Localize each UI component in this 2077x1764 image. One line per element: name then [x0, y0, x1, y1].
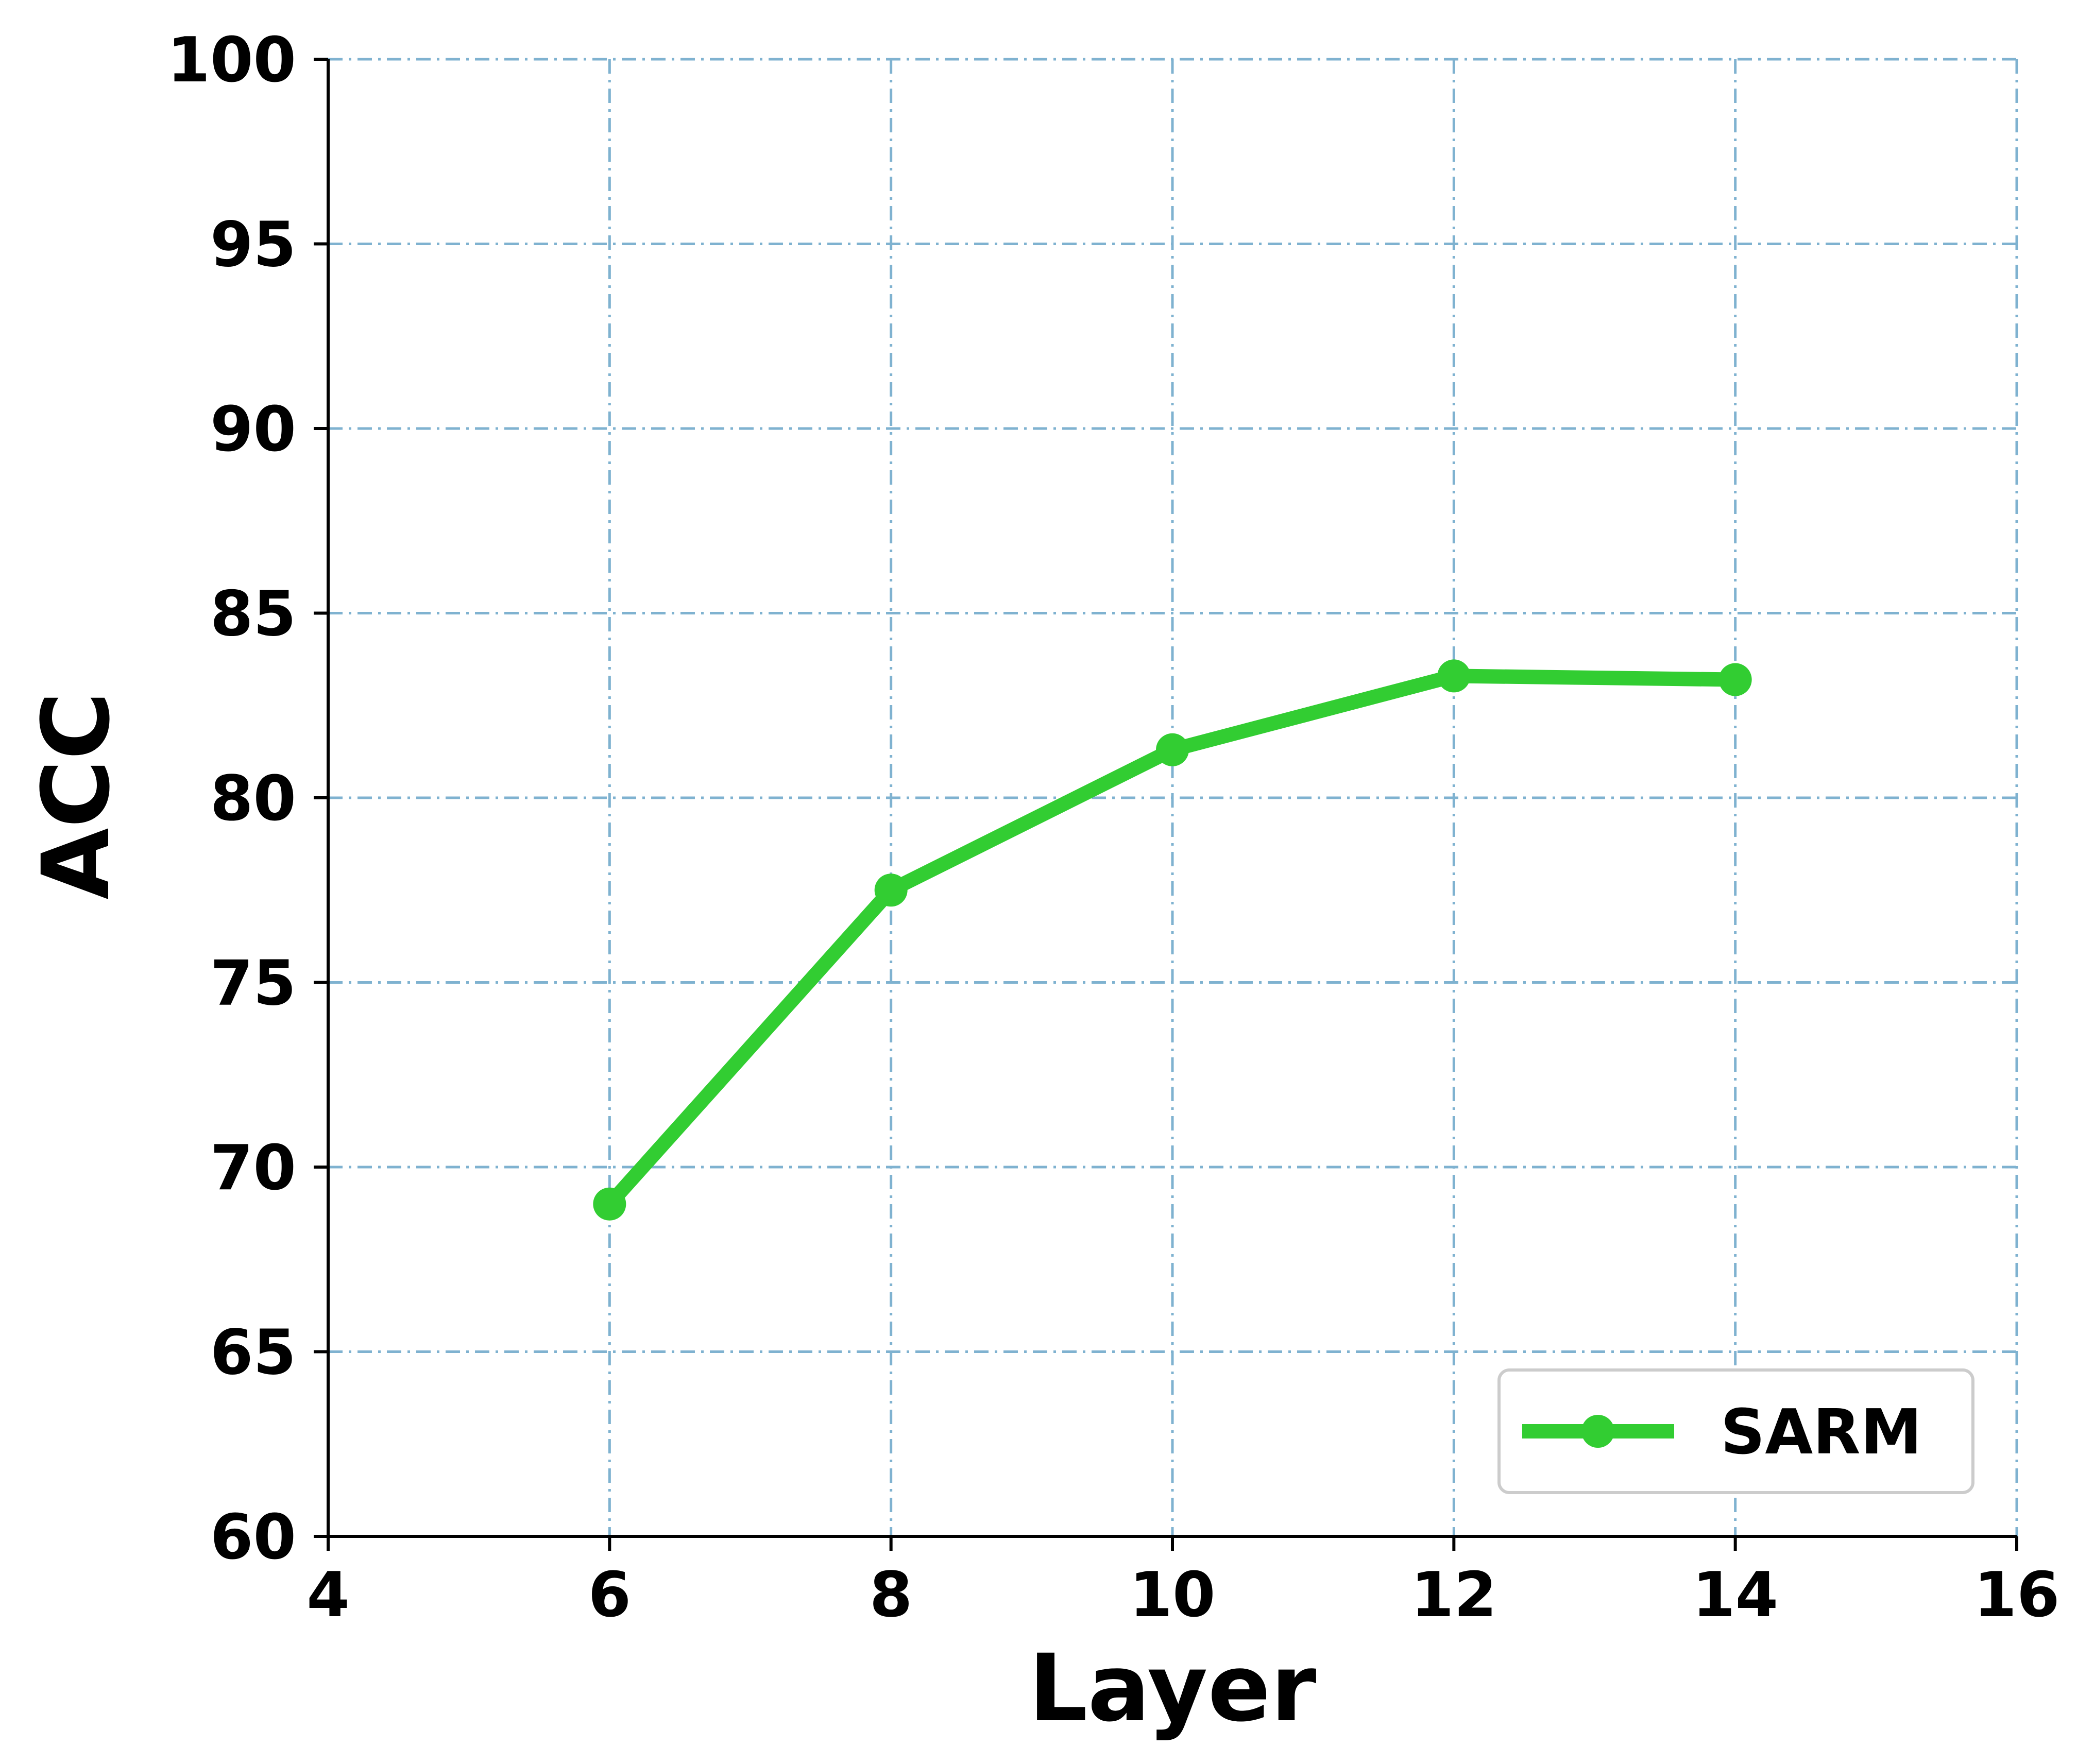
y-tick-label-95: 95 — [210, 210, 296, 281]
legend-label-sarm: SARM — [1721, 1397, 1922, 1468]
x-tick-label-4: 4 — [307, 1560, 350, 1631]
data-point-sarm-12 — [1437, 659, 1471, 693]
ticks: 4 6 8 10 12 14 16 60 65 70 75 80 85 90 95 100 — [167, 25, 2060, 1631]
legend: SARM — [1497, 1368, 1974, 1494]
data-point-sarm-8 — [874, 874, 908, 907]
x-tick-label-14: 14 — [1692, 1560, 1778, 1631]
x-tick-label-8: 8 — [870, 1560, 913, 1631]
x-tick-label-16: 16 — [1974, 1560, 2060, 1631]
data-point-sarm-14 — [1718, 663, 1752, 696]
y-tick-label-90: 90 — [210, 394, 296, 466]
data-point-sarm-6 — [593, 1187, 626, 1221]
x-tick-label-10: 10 — [1130, 1560, 1216, 1631]
x-tick-label-6: 6 — [588, 1560, 632, 1631]
y-tick-label-100: 100 — [167, 25, 297, 96]
y-tick-label-65: 65 — [210, 1317, 296, 1389]
x-tick-label-12: 12 — [1411, 1560, 1497, 1631]
y-tick-label-70: 70 — [210, 1133, 296, 1204]
legend-marker-sarm — [1581, 1415, 1614, 1448]
y-tick-label-85: 85 — [210, 579, 296, 650]
y-axis-title: ACC — [23, 692, 130, 900]
y-tick-label-75: 75 — [210, 948, 296, 1020]
x-axis-title: Layer — [1029, 1635, 1317, 1742]
data-point-sarm-10 — [1156, 733, 1189, 766]
y-tick-label-60: 60 — [210, 1502, 296, 1573]
series — [593, 659, 1752, 1221]
legend-box — [1497, 1368, 1974, 1494]
grid — [327, 58, 2018, 1538]
y-tick-label-80: 80 — [210, 763, 296, 835]
